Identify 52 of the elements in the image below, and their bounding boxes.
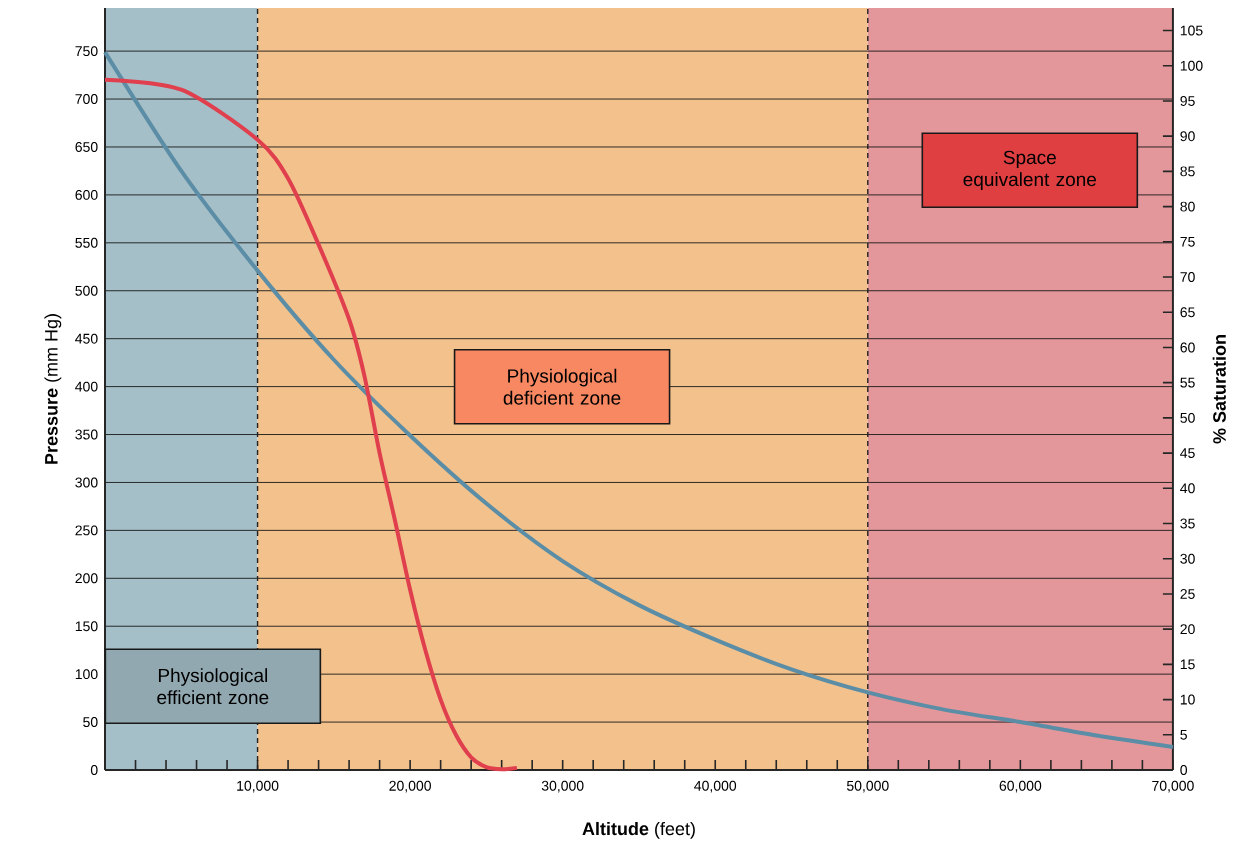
band-label: Space equivalent zone [963, 150, 1097, 190]
y2-axis-title: % Saturation [1212, 335, 1226, 444]
y-tick-label: 50 [83, 717, 98, 728]
x-tick-label: 50,000 [846, 780, 889, 793]
y2-tick-label: 105 [1180, 25, 1203, 36]
y-tick-label: 150 [75, 621, 98, 632]
y-tick-label: 750 [75, 46, 98, 57]
y2-tick-label: 25 [1180, 588, 1195, 599]
y2-tick-label: 95 [1180, 95, 1195, 106]
y-tick-label: 350 [75, 429, 98, 440]
y2-tick-label: 10 [1180, 694, 1195, 705]
y-tick-label: 600 [75, 189, 98, 200]
y2-tick-label: 60 [1180, 342, 1195, 353]
y-tick-label: 400 [75, 381, 98, 392]
y-axis-title: Pressure (mm Hg) [44, 314, 62, 464]
y2-tick-label: 75 [1180, 236, 1195, 247]
y-tick-label: 100 [75, 669, 98, 680]
y-tick-label: 200 [75, 573, 98, 584]
y-tick-label: 450 [75, 333, 98, 344]
y-tick-label: 650 [75, 142, 98, 152]
y2-tick-label: 85 [1180, 166, 1195, 177]
x-axis-title: Altitude (feet) [582, 821, 695, 839]
y2-tick-label: 45 [1180, 448, 1195, 458]
line-series [103, 50, 1175, 749]
y2-tick-label: 30 [1180, 553, 1195, 564]
y2-tick-label: 55 [1180, 377, 1195, 388]
y-tick-label: 700 [75, 94, 98, 105]
x-tick-label: 60,000 [999, 780, 1042, 793]
y2-tick-label: 40 [1180, 483, 1195, 494]
y2-tick-label: 0 [1180, 765, 1188, 775]
y2-tick-label: 35 [1180, 518, 1195, 529]
y2-tick-label: 50 [1180, 412, 1195, 423]
y2-tick-label: 80 [1180, 201, 1195, 212]
y-tick-label: 550 [75, 237, 98, 248]
y2-tick-label: 15 [1180, 659, 1195, 670]
y2-tick-label: 20 [1180, 624, 1195, 635]
y-tick-label: 250 [75, 525, 98, 536]
x-tick-label: 70,000 [1152, 780, 1194, 793]
x-tick-label: 40,000 [694, 780, 737, 793]
x-tick-label: 20,000 [389, 780, 431, 793]
band-label: Physiological deficient zone [503, 368, 621, 405]
x-tick-label: 30,000 [541, 780, 584, 793]
y2-tick-label: 5 [1180, 729, 1187, 740]
y2-tick-label: 90 [1180, 131, 1195, 142]
y2-tick-label: 70 [1180, 272, 1195, 282]
y2-tick-label: 100 [1180, 60, 1203, 71]
y-tick-label: 0 [90, 765, 98, 775]
y-tick-label: 500 [75, 285, 98, 296]
y2-tick-label: 65 [1180, 307, 1195, 318]
y-tick-label: 300 [75, 477, 98, 488]
x-tick-label: 10,000 [237, 780, 279, 793]
band-label: Physiological efficient zone [157, 668, 269, 705]
